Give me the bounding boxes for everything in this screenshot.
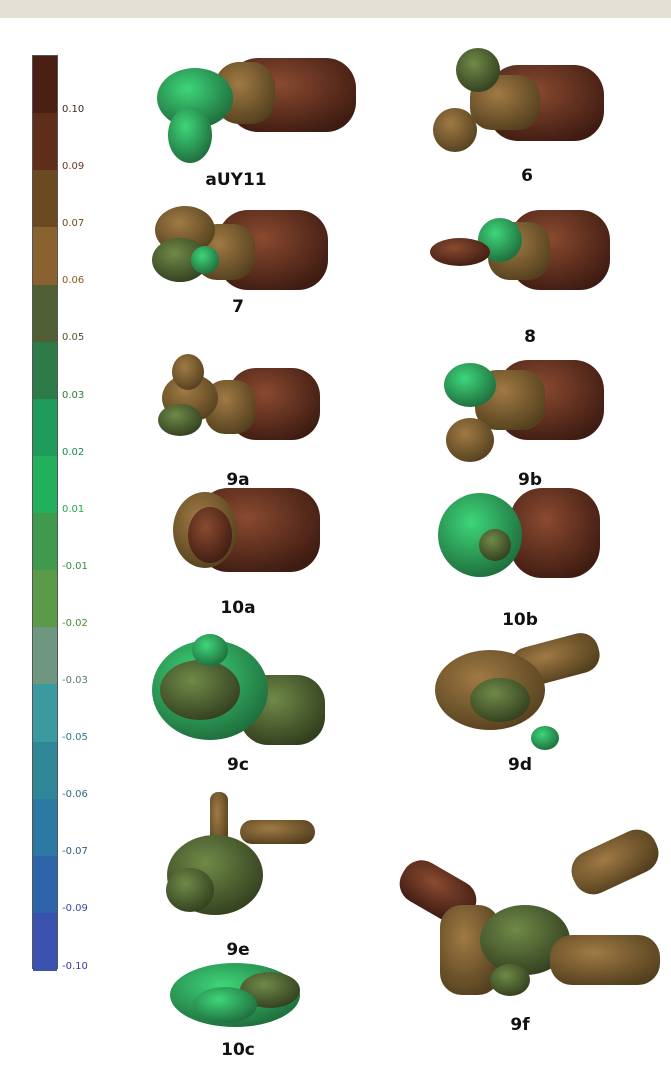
label-10c: 10c bbox=[221, 1040, 255, 1060]
molecule-7 bbox=[152, 206, 328, 290]
color-scale-segment bbox=[33, 912, 57, 971]
color-scale-tick-label: 0.07 bbox=[62, 218, 85, 230]
color-scale-tick-label: 0.06 bbox=[62, 275, 85, 287]
color-scale-tick-label: 0.10 bbox=[62, 104, 85, 115]
color-scale-segment bbox=[33, 398, 57, 457]
color-scale-segment bbox=[33, 170, 57, 228]
label-9b: 9b bbox=[518, 470, 542, 490]
color-scale-tick-label: 0.03 bbox=[62, 389, 85, 401]
color-scale-segment bbox=[33, 513, 57, 571]
color-scale-tick-label: -0.05 bbox=[62, 732, 88, 744]
molecule-aUY11 bbox=[157, 58, 356, 163]
molecule-9f bbox=[399, 829, 660, 996]
label-10b: 10b bbox=[502, 610, 538, 630]
molecule-6 bbox=[433, 48, 604, 152]
color-scale-tick-label: -0.01 bbox=[62, 560, 88, 572]
color-scale-bar bbox=[32, 55, 58, 971]
color-scale-segment bbox=[33, 855, 57, 914]
molecule-9e bbox=[166, 792, 315, 915]
color-scale-segment bbox=[33, 56, 57, 114]
label-9c: 9c bbox=[227, 755, 249, 775]
top-rule bbox=[0, 0, 671, 18]
molecule-10c bbox=[170, 963, 300, 1027]
color-scale-tick-label: 0.05 bbox=[62, 332, 85, 344]
color-scale-tick-label: -0.03 bbox=[62, 675, 88, 686]
molecule-9c bbox=[152, 634, 325, 745]
label-10a: 10a bbox=[220, 598, 256, 618]
label-9d: 9d bbox=[508, 755, 532, 775]
color-scale-tick-label: -0.07 bbox=[62, 846, 88, 858]
color-scale-tick-label: 0.02 bbox=[62, 446, 85, 458]
color-scale-segment bbox=[33, 741, 57, 800]
label-9f: 9f bbox=[510, 1015, 530, 1035]
molecule-10a bbox=[173, 488, 320, 572]
molecule-9d bbox=[435, 633, 600, 750]
color-scale-segment bbox=[33, 684, 57, 742]
color-scale-segment bbox=[33, 798, 57, 857]
label-6: 6 bbox=[521, 166, 533, 186]
molecule-10b bbox=[438, 488, 600, 578]
label-9a: 9a bbox=[226, 470, 250, 490]
color-scale-segment bbox=[33, 113, 57, 171]
molecule-8 bbox=[430, 210, 610, 290]
label-9e: 9e bbox=[226, 940, 250, 960]
color-scale-tick-label: -0.10 bbox=[62, 960, 88, 972]
color-scale-tick-label: 0.09 bbox=[62, 161, 85, 173]
color-scale-segment bbox=[33, 570, 57, 628]
color-scale-tick-label: 0.01 bbox=[62, 503, 85, 515]
color-scale-segment bbox=[33, 455, 57, 514]
label-8: 8 bbox=[524, 327, 536, 347]
color-scale-tick-label: -0.02 bbox=[62, 617, 88, 629]
color-scale-segment bbox=[33, 627, 57, 685]
color-scale-segment bbox=[33, 284, 57, 343]
label-aUY11: aUY11 bbox=[205, 170, 267, 190]
color-scale-segment bbox=[33, 341, 57, 400]
color-scale-segment bbox=[33, 227, 57, 285]
label-7: 7 bbox=[232, 297, 244, 317]
molecule-9b bbox=[444, 360, 604, 462]
molecule-9a bbox=[158, 354, 320, 440]
color-scale-tick-label: -0.06 bbox=[62, 789, 88, 801]
color-scale-tick-label: -0.09 bbox=[62, 903, 88, 915]
